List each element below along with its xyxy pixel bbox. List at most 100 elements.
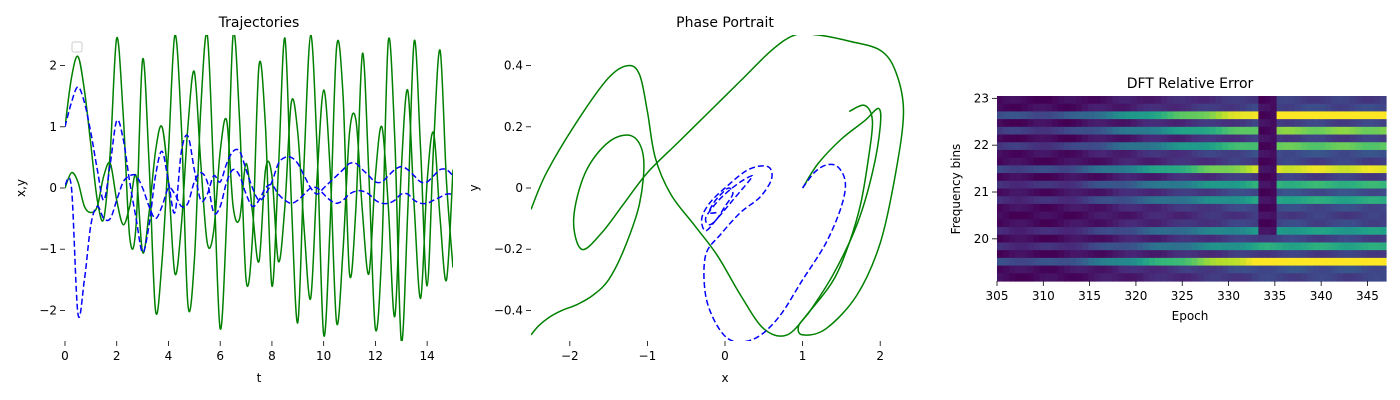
heatmap-cell xyxy=(1173,180,1180,190)
heatmap-cell xyxy=(1057,227,1065,236)
heatmap-cell xyxy=(1179,165,1187,174)
heatmap-cell xyxy=(1264,165,1272,174)
heatmap-cell xyxy=(1033,265,1041,274)
heatmap-cell xyxy=(1069,134,1077,143)
heatmap-cell xyxy=(1142,103,1150,113)
heatmap-cell xyxy=(1331,234,1338,244)
heatmap-cell xyxy=(1124,119,1132,128)
heatmap-cell xyxy=(1379,242,1387,251)
heatmap-cell xyxy=(1124,188,1132,197)
heatmap-cell xyxy=(1167,273,1174,282)
heatmap-cell xyxy=(1063,257,1071,267)
heatmap-cell xyxy=(1003,196,1010,205)
heatmap-cell xyxy=(1197,234,1205,244)
heatmap-cell xyxy=(1246,157,1253,166)
heatmap-cell xyxy=(1106,234,1114,244)
heatmap-cell xyxy=(1136,134,1144,143)
heatmap-cell xyxy=(1142,196,1150,205)
heatmap-cell xyxy=(1179,149,1187,159)
heatmap-cell xyxy=(1294,219,1302,228)
heatmap-cell xyxy=(1051,234,1059,244)
heatmap-cell xyxy=(1057,103,1065,113)
heatmap-cell xyxy=(1045,96,1053,105)
heatmap-cell xyxy=(1142,203,1150,213)
heatmap-cell xyxy=(1203,203,1211,213)
heatmap-cell xyxy=(1221,211,1229,220)
heatmap-cell xyxy=(1057,203,1065,213)
heatmap-cell xyxy=(1288,211,1296,220)
heatmap-cell xyxy=(1057,211,1065,220)
dft-error-x-label: Epoch xyxy=(1172,309,1209,323)
heatmap-cell xyxy=(1155,257,1162,267)
heatmap-cell xyxy=(1331,250,1338,259)
heatmap-cell xyxy=(1100,211,1108,220)
heatmap-cell xyxy=(1045,234,1053,244)
heatmap-cell xyxy=(1288,165,1296,174)
phase-portrait-x-tick-label: 1 xyxy=(799,349,807,363)
heatmap-cell xyxy=(1094,142,1101,151)
heatmap-cell xyxy=(1076,250,1083,259)
heatmap-cell xyxy=(1015,196,1022,205)
heatmap-cell xyxy=(1234,111,1241,120)
heatmap-cell xyxy=(1045,126,1053,136)
heatmap-cell xyxy=(1313,149,1320,159)
heatmap-cell xyxy=(1313,180,1320,190)
heatmap-cell xyxy=(1179,265,1187,274)
heatmap-cell xyxy=(1106,173,1114,182)
heatmap-cell xyxy=(1258,250,1266,259)
heatmap-cell xyxy=(1082,188,1089,197)
heatmap-cell xyxy=(1227,265,1235,274)
heatmap-cell xyxy=(1203,265,1211,274)
heatmap-cell xyxy=(1015,234,1022,244)
heatmap-cell xyxy=(1088,219,1095,228)
heatmap-cell xyxy=(1367,203,1375,213)
heatmap-cell xyxy=(1300,250,1308,259)
heatmap-cell xyxy=(1057,119,1065,128)
heatmap-cell xyxy=(1294,111,1302,120)
heatmap-cell xyxy=(1045,257,1053,267)
heatmap-cell xyxy=(1258,173,1266,182)
heatmap-cell xyxy=(1349,111,1357,120)
heatmap-cell xyxy=(1221,242,1229,251)
heatmap-cell xyxy=(1264,173,1272,182)
heatmap-cell xyxy=(1197,149,1205,159)
heatmap-cell xyxy=(1148,149,1156,159)
heatmap-cell xyxy=(1088,234,1095,244)
heatmap-cell xyxy=(1142,111,1150,120)
heatmap-cell xyxy=(1379,134,1387,143)
heatmap-cell xyxy=(1264,157,1272,166)
heatmap-cell xyxy=(1270,250,1278,259)
heatmap-cell xyxy=(1215,96,1223,105)
heatmap-cell xyxy=(1264,103,1272,113)
trajectories-lines xyxy=(65,35,453,341)
heatmap-cell xyxy=(1100,180,1108,190)
heatmap-cell xyxy=(1203,234,1211,244)
heatmap-cell xyxy=(997,219,1004,228)
heatmap-cell xyxy=(1306,149,1314,159)
heatmap-cell xyxy=(1094,96,1101,105)
heatmap-cell xyxy=(1203,188,1211,197)
heatmap-cell xyxy=(1258,126,1266,136)
heatmap-cell xyxy=(1045,157,1053,166)
heatmap-cell xyxy=(1191,142,1199,151)
heatmap-cell xyxy=(1015,250,1022,259)
heatmap-cell xyxy=(1227,250,1235,259)
heatmap-cell xyxy=(1173,173,1180,182)
heatmap-cell xyxy=(1069,265,1077,274)
heatmap-cell xyxy=(1003,219,1010,228)
heatmap-cell xyxy=(1045,165,1053,174)
heatmap-cell xyxy=(1234,250,1241,259)
heatmap-cell xyxy=(1124,157,1132,166)
heatmap-cell xyxy=(1215,227,1223,236)
heatmap-cell xyxy=(1124,142,1132,151)
heatmap-cell xyxy=(1069,157,1077,166)
heatmap-cell xyxy=(1124,257,1132,267)
heatmap-cell xyxy=(1215,196,1223,205)
heatmap-cell xyxy=(1142,180,1150,190)
heatmap-cell xyxy=(1331,265,1338,274)
heatmap-cell xyxy=(1373,96,1381,105)
heatmap-cell xyxy=(1076,219,1083,228)
heatmap-cell xyxy=(997,273,1004,282)
heatmap-cell xyxy=(1033,196,1041,205)
